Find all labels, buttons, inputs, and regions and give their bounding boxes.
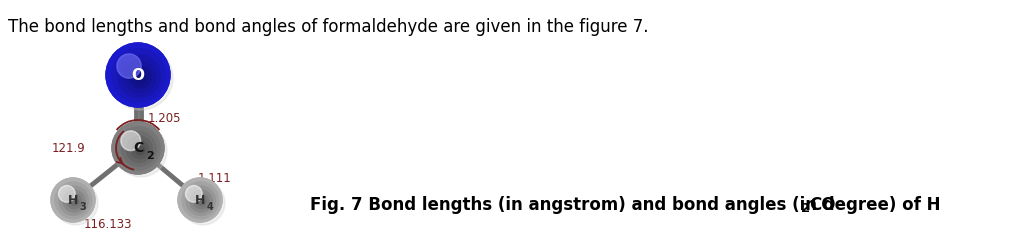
Circle shape xyxy=(59,186,89,215)
Text: 4: 4 xyxy=(206,202,213,212)
Circle shape xyxy=(178,178,222,222)
Text: O: O xyxy=(132,68,145,83)
Text: 121.9: 121.9 xyxy=(52,141,86,155)
Circle shape xyxy=(106,43,171,107)
Text: 2: 2 xyxy=(146,151,153,161)
Circle shape xyxy=(106,43,171,107)
Circle shape xyxy=(120,131,141,151)
Circle shape xyxy=(124,61,155,93)
Circle shape xyxy=(51,178,95,222)
Circle shape xyxy=(178,178,222,222)
Circle shape xyxy=(127,136,152,162)
Circle shape xyxy=(116,127,160,170)
Circle shape xyxy=(112,122,164,174)
Text: 3: 3 xyxy=(80,202,87,212)
Circle shape xyxy=(71,198,79,206)
Circle shape xyxy=(67,194,82,209)
Text: CO: CO xyxy=(809,196,835,214)
Circle shape xyxy=(115,125,167,177)
Circle shape xyxy=(55,182,92,219)
Circle shape xyxy=(116,54,141,78)
Circle shape xyxy=(181,181,225,225)
Circle shape xyxy=(63,190,85,212)
Text: 2: 2 xyxy=(801,201,811,215)
Text: 1.111: 1.111 xyxy=(198,172,232,184)
Circle shape xyxy=(130,67,151,88)
Text: H: H xyxy=(67,193,79,207)
Circle shape xyxy=(190,190,212,212)
Circle shape xyxy=(109,46,173,110)
Circle shape xyxy=(58,185,76,202)
Text: C: C xyxy=(133,141,143,155)
Circle shape xyxy=(112,122,164,174)
Text: H: H xyxy=(195,193,205,207)
Circle shape xyxy=(198,198,205,206)
Text: 1.205: 1.205 xyxy=(148,112,182,124)
Text: 116.133: 116.133 xyxy=(84,218,133,231)
Circle shape xyxy=(186,186,215,215)
Circle shape xyxy=(51,178,95,222)
Circle shape xyxy=(117,55,160,97)
Circle shape xyxy=(131,141,148,158)
Circle shape xyxy=(194,194,209,209)
Circle shape xyxy=(186,185,202,202)
Text: Fig. 7 Bond lengths (in angstrom) and bond angles (in degree) of H: Fig. 7 Bond lengths (in angstrom) and bo… xyxy=(310,196,940,214)
Circle shape xyxy=(182,182,218,219)
Text: The bond lengths and bond angles of formaldehyde are given in the figure 7.: The bond lengths and bond angles of form… xyxy=(8,18,648,36)
Circle shape xyxy=(112,49,165,102)
Circle shape xyxy=(121,131,156,166)
Circle shape xyxy=(136,72,146,83)
Circle shape xyxy=(136,146,145,155)
Circle shape xyxy=(54,181,98,225)
